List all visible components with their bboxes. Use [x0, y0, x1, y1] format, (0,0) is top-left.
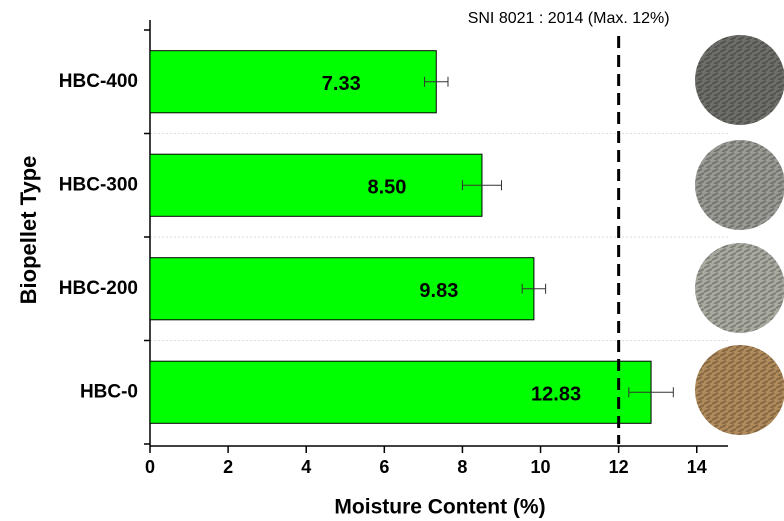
x-tick-label: 0	[145, 457, 155, 477]
y-tick-label: HBC-0	[80, 381, 138, 402]
x-axis-label: Moisture Content (%)	[334, 496, 545, 519]
pellet-images	[695, 35, 784, 435]
bar	[149, 360, 652, 424]
x-tick-label: 14	[687, 457, 707, 477]
y-tick-label: HBC-300	[59, 174, 138, 195]
data-label: 8.50	[367, 177, 406, 199]
y-tick-label: HBC-200	[59, 278, 138, 299]
x-tick-label: 6	[379, 457, 389, 477]
x-tick-label: 4	[301, 457, 311, 477]
y-axis-label: Biopellet Type	[16, 156, 41, 305]
error-bar	[521, 283, 547, 294]
reference-label: SNI 8021 : 2014 (Max. 12%)	[468, 10, 670, 27]
bar	[149, 50, 437, 114]
error-bar	[628, 387, 674, 398]
data-label: 9.83	[419, 280, 458, 302]
x-tick-label: 2	[223, 457, 233, 477]
x-tick-label: 10	[531, 457, 551, 477]
bar	[149, 153, 483, 217]
data-label: 12.83	[531, 384, 581, 406]
x-tick-label: 8	[457, 457, 467, 477]
y-tick-label: HBC-400	[59, 71, 138, 92]
error-bar	[424, 76, 449, 87]
x-tick-label: 12	[609, 457, 629, 477]
data-label: 7.33	[322, 73, 361, 95]
bar	[149, 257, 535, 321]
error-bar	[461, 180, 502, 191]
